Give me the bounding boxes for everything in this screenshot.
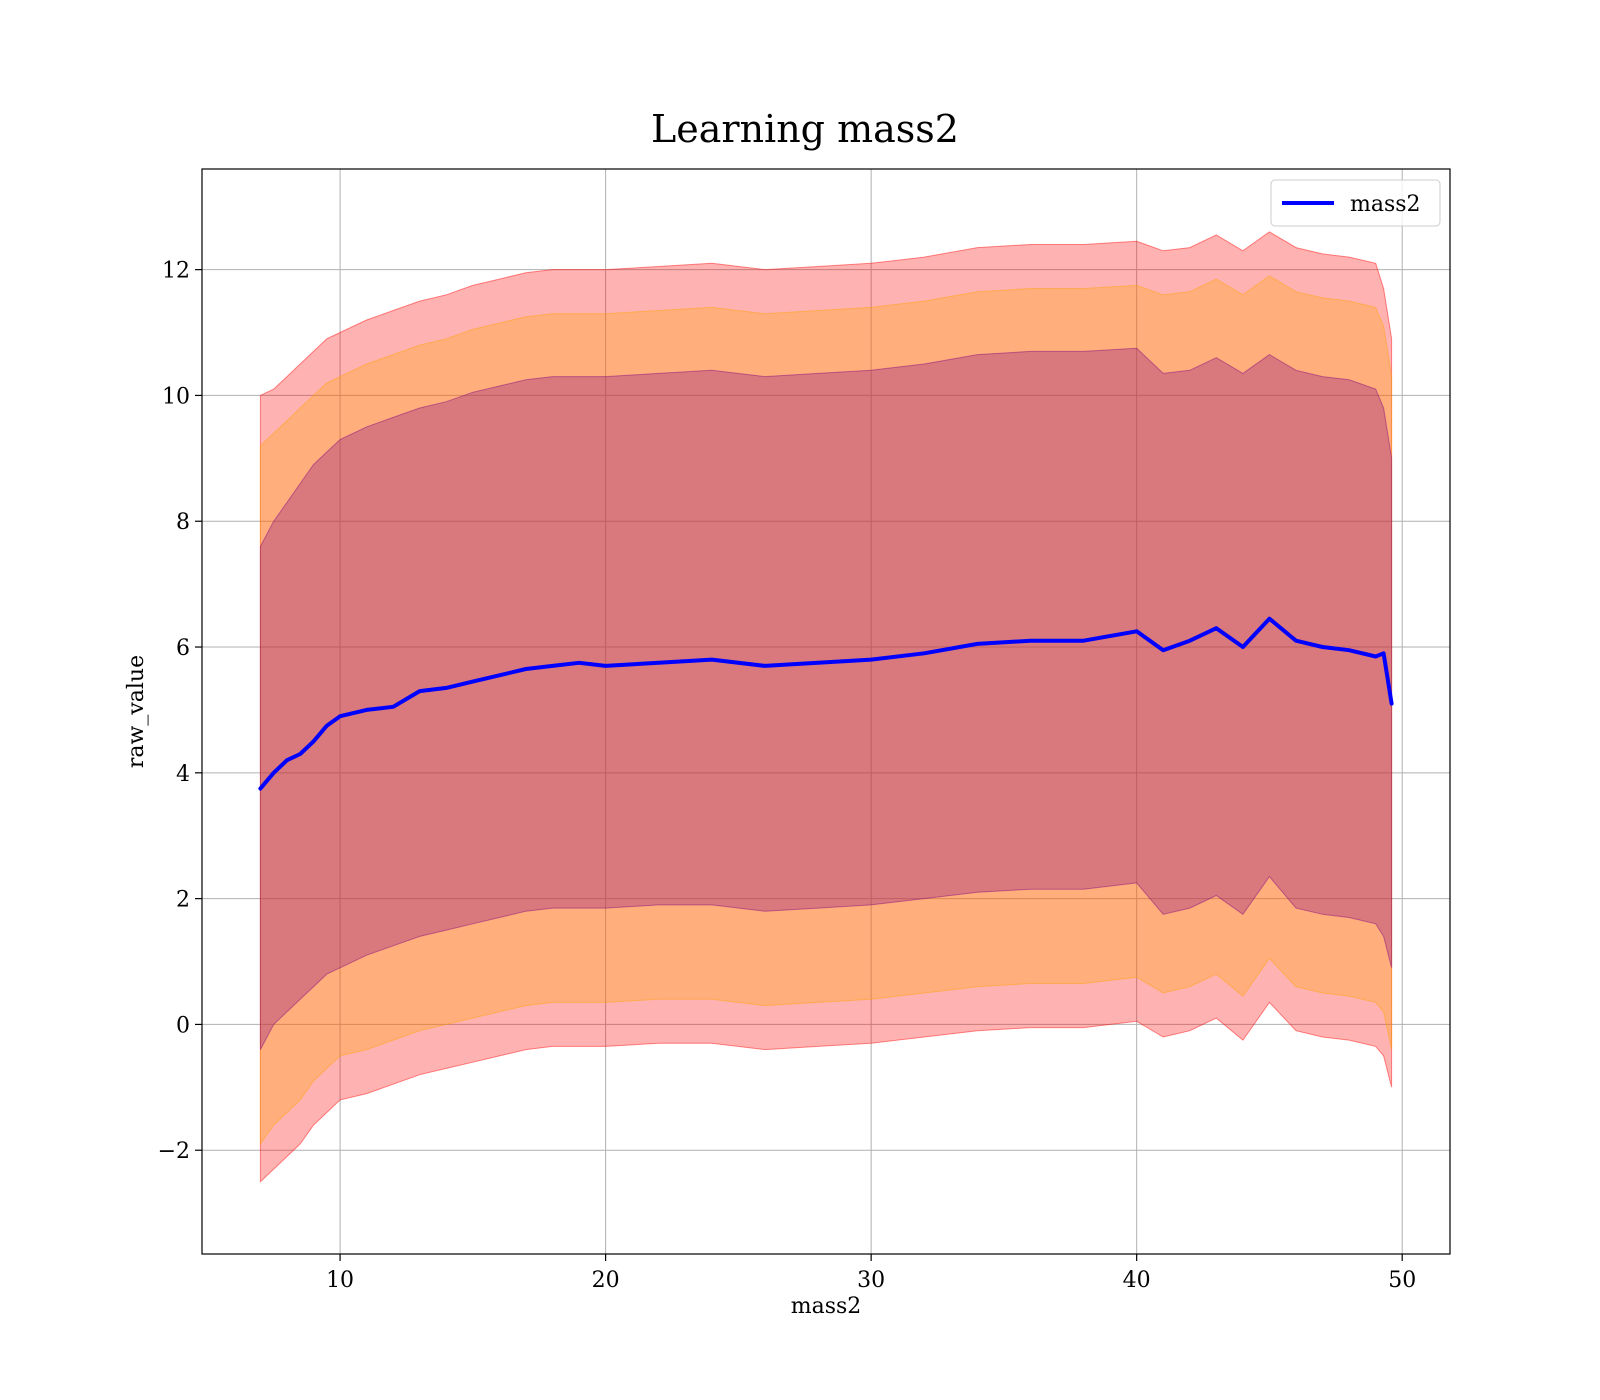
x-tick-label: 20 — [592, 1268, 620, 1293]
legend: mass2 — [1270, 179, 1441, 227]
y-tick-label: 12 — [162, 259, 190, 284]
band-inner — [259, 347, 1393, 1050]
line-layer — [258, 616, 1394, 791]
y-tick-label: 8 — [176, 510, 190, 535]
x-tick-label: 30 — [857, 1268, 885, 1293]
x-axis-label: mass2 — [791, 1294, 862, 1319]
legend-label: mass2 — [1350, 192, 1421, 217]
x-tick-label: 10 — [326, 1268, 354, 1293]
chart-title: Learning mass2 — [651, 107, 959, 151]
y-tick-label: −2 — [158, 1139, 190, 1164]
tick-layer: 10 20 30 40 50 −2 0 2 4 6 8 10 12 — [158, 259, 1417, 1293]
band-outer — [259, 231, 1393, 1183]
y-tick-label: 0 — [176, 1013, 190, 1038]
band-middle — [259, 275, 1393, 1146]
y-axis-label: raw_value — [124, 655, 149, 768]
x-tick-label: 40 — [1123, 1268, 1151, 1293]
legend-box — [1270, 179, 1441, 227]
band-layer — [259, 231, 1393, 1183]
y-tick-label: 2 — [176, 888, 190, 913]
y-tick-label: 10 — [162, 384, 190, 409]
y-tick-label: 4 — [176, 762, 190, 787]
x-tick-label: 50 — [1388, 1268, 1416, 1293]
plot-frame — [201, 168, 1451, 1255]
y-tick-label: 6 — [176, 636, 190, 661]
series-line — [258, 616, 1394, 791]
